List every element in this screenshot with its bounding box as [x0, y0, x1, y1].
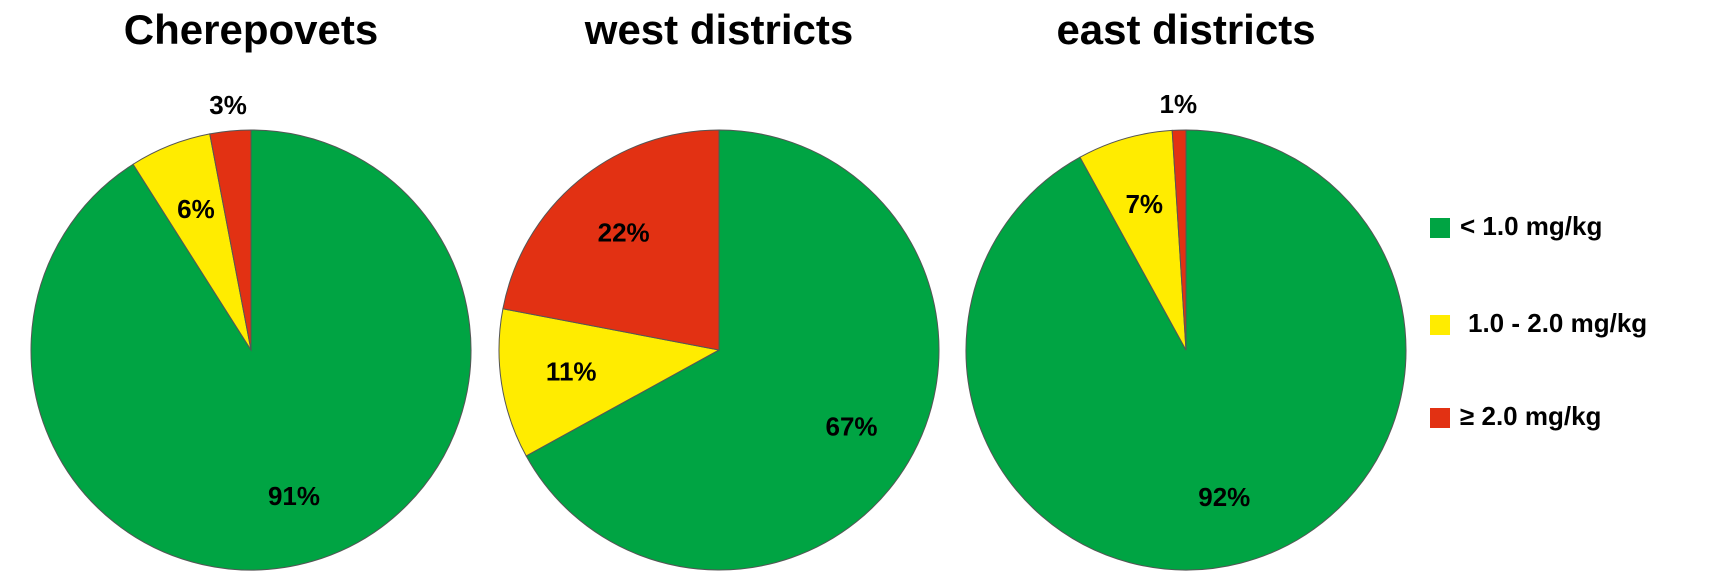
data-label: 6%: [177, 194, 215, 224]
data-label: 7%: [1125, 189, 1163, 219]
data-label: 22%: [598, 218, 650, 248]
pie-slice: [1171, 129, 1187, 351]
chart-title: east districts: [1056, 6, 1315, 53]
data-label: 91%: [268, 481, 320, 511]
pie-slice: [502, 129, 720, 351]
legend-swatch: [1430, 315, 1450, 335]
pie-slice: [525, 129, 940, 571]
legend-label: ≥ 2.0 mg/kg: [1460, 401, 1601, 431]
legend-swatch: [1430, 218, 1450, 238]
pie-slice: [209, 129, 252, 351]
legend-label: 1.0 - 2.0 mg/kg: [1468, 308, 1647, 338]
chart-title: Cherepovets: [124, 6, 378, 53]
data-label: 11%: [546, 356, 597, 386]
data-label: 1%: [1160, 89, 1198, 119]
data-label: 92%: [1198, 482, 1250, 512]
data-label: 67%: [826, 411, 878, 441]
chart-title: west districts: [584, 6, 853, 53]
data-label: 3%: [209, 90, 247, 120]
legend-swatch: [1430, 408, 1450, 428]
pie-slice: [498, 308, 721, 457]
legend-label: < 1.0 mg/kg: [1460, 211, 1602, 241]
